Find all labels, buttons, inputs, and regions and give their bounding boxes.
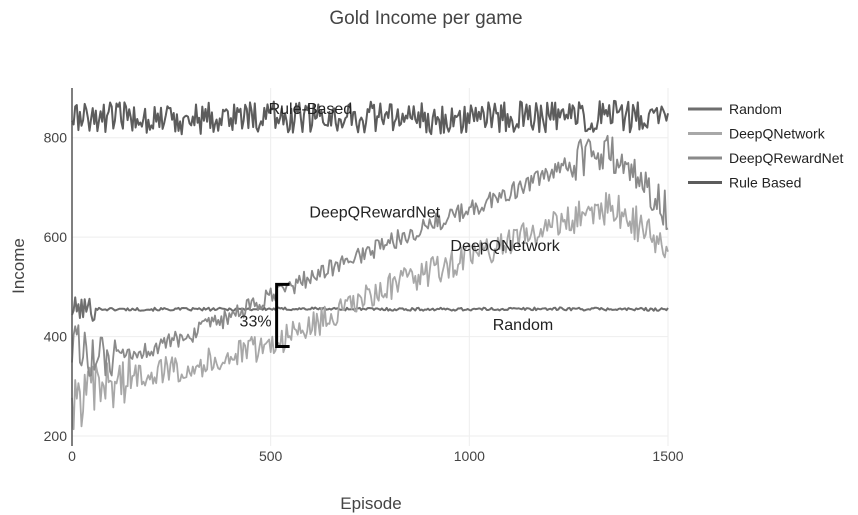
x-axis-label: Episode [340,494,401,513]
gap-bracket [275,282,290,349]
series-line-deepqrewardnet [71,134,669,377]
x-tick-label: 1500 [652,448,683,464]
chart-title: Gold Income per game [329,8,522,29]
tick-labels: 200 400 600 800 0 500 1000 1500 [44,130,684,464]
annotation-label: Rule-Based [269,101,353,118]
annotation-label: Random [493,317,553,334]
y-tick-label: 400 [44,329,68,345]
annotations: Rule-Based DeepQRewardNet DeepQNetwork Rand… [240,101,561,349]
legend: Random DeepQNetwork DeepQRewardNet Rule Bas… [688,101,843,191]
legend-label: DeepQNetwork [729,126,826,142]
legend-label: Random [729,101,782,117]
x-tick-label: 500 [259,448,283,464]
y-axis-label: Income [9,238,28,294]
y-tick-label: 200 [44,428,68,444]
series-lines [71,99,669,431]
series-line-random [71,296,669,322]
annotation-label: 33% [240,314,272,331]
series-line-rule-based [71,99,669,136]
x-tick-label: 0 [68,448,76,464]
x-tick-label: 1000 [454,448,485,464]
annotation-label: DeepQRewardNet [309,204,440,221]
series-line-deepqnetwork [71,191,669,431]
y-tick-label: 800 [44,130,68,146]
legend-label: Rule Based [729,175,801,191]
legend-label: DeepQRewardNet [729,150,843,166]
y-tick-label: 600 [44,229,68,245]
annotation-label: DeepQNetwork [450,238,560,255]
